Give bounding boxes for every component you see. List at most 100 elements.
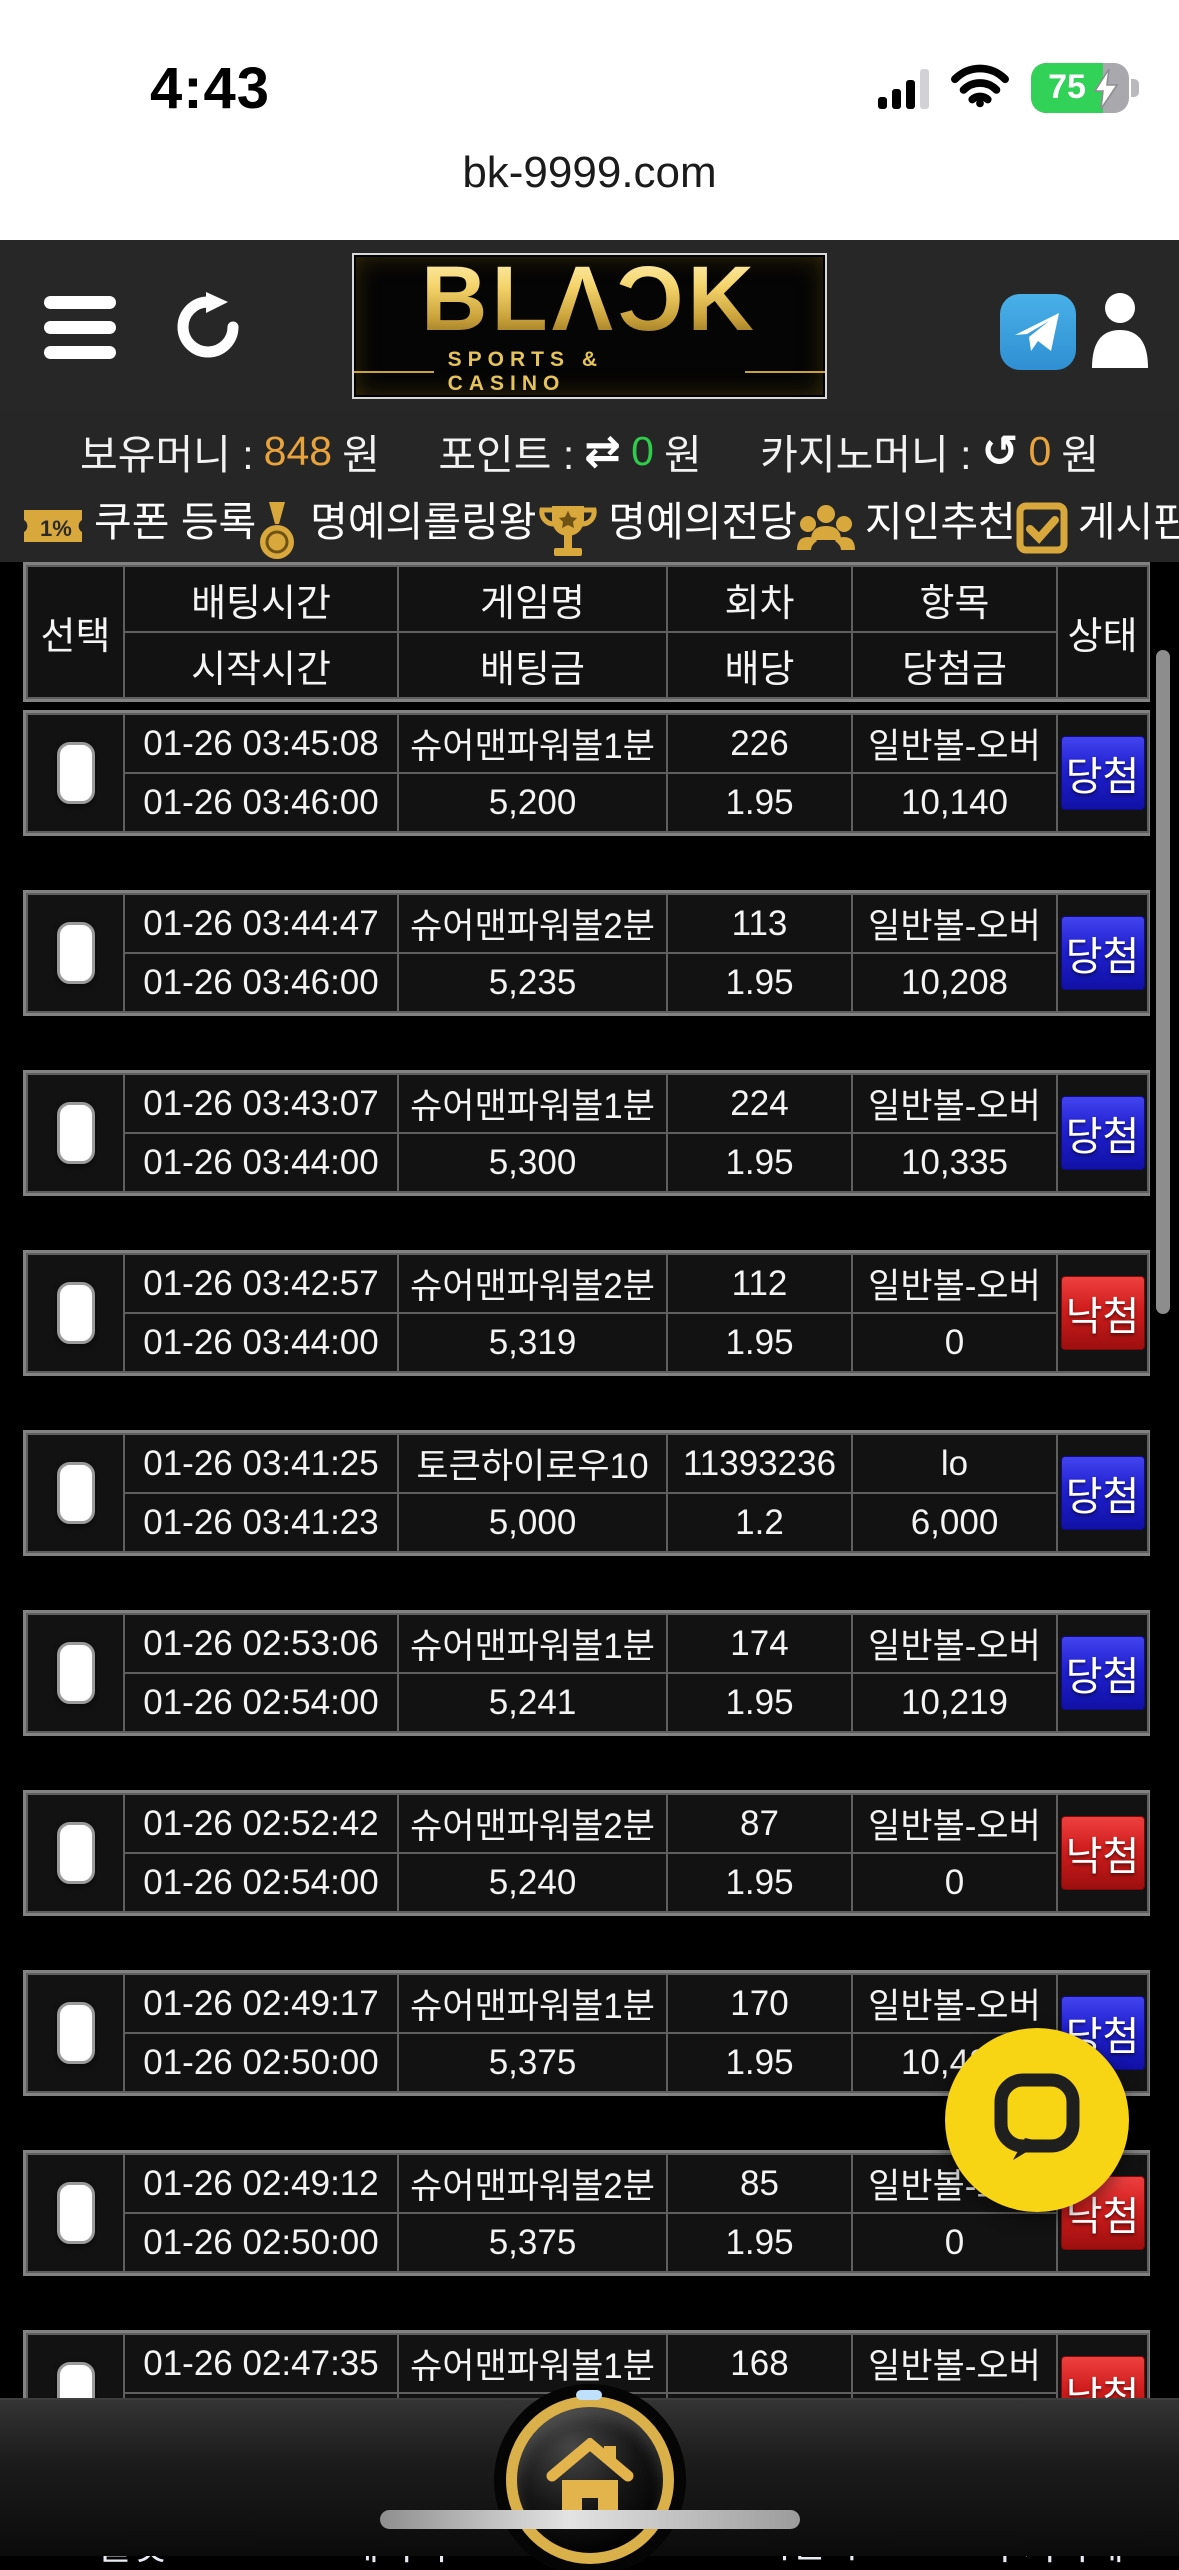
telegram-plane-icon bbox=[1015, 313, 1059, 351]
swap-icon[interactable]: ⇄ bbox=[584, 426, 622, 476]
bet-rows: 01-26 03:45:08 슈어맨파워볼1분 226 일반볼-오버 당첨 01… bbox=[0, 710, 1179, 2456]
row-checkbox[interactable] bbox=[56, 742, 95, 804]
win-amount-cell: 0 bbox=[851, 1852, 1058, 1913]
win-amount-cell: 10,219 bbox=[851, 1672, 1058, 1733]
odds-cell: 1.95 bbox=[666, 1672, 853, 1733]
bet-time-cell: 01-26 02:53:06 bbox=[123, 1613, 399, 1674]
odds-cell: 1.2 bbox=[666, 1492, 853, 1553]
row-checkbox[interactable] bbox=[56, 2002, 95, 2064]
pick-cell: 일반볼-오버 bbox=[851, 1973, 1058, 2034]
bet-history-list: 선택 배팅시간 게임명 회차 항목 상태 시작시간 배팅금 배당 당첨금 bbox=[0, 562, 1179, 2556]
logo-text: BLΛƆK bbox=[421, 248, 758, 351]
start-time-cell: 01-26 03:44:00 bbox=[123, 1132, 399, 1193]
chat-support-fab[interactable] bbox=[945, 2028, 1129, 2212]
bet-row-group: 01-26 03:44:47 슈어맨파워볼2분 113 일반볼-오버 당첨 01… bbox=[23, 890, 1150, 1016]
win-amount-cell: 10,335 bbox=[851, 1132, 1058, 1193]
bet-amount-cell: 5,000 bbox=[397, 1492, 668, 1553]
game-cell: 토큰하이로우10 bbox=[397, 1433, 668, 1494]
refresh-icon bbox=[177, 292, 239, 358]
game-cell: 슈어맨파워볼2분 bbox=[397, 2153, 668, 2214]
site-logo[interactable]: BLΛƆK SPORTS & CASINO bbox=[352, 253, 827, 399]
pick-cell: 일반볼-오버 bbox=[851, 713, 1058, 774]
menu-board[interactable]: 게시판 bbox=[1016, 499, 1179, 554]
status-badge: 당첨 bbox=[1060, 1096, 1145, 1170]
game-cell: 슈어맨파워볼1분 bbox=[397, 1073, 668, 1134]
pick-cell: 일반볼-오버 bbox=[851, 1253, 1058, 1314]
bet-time-cell: 01-26 02:49:17 bbox=[123, 1973, 399, 2034]
game-cell: 슈어맨파워볼1분 bbox=[397, 713, 668, 774]
rolling-king-medal-icon bbox=[260, 502, 295, 559]
bet-row-group: 01-26 02:52:42 슈어맨파워볼2분 87 일반볼-오버 낙첨 01-… bbox=[23, 1790, 1150, 1916]
bet-amount-cell: 5,241 bbox=[397, 1672, 668, 1733]
pick-cell: 일반볼-오버 bbox=[851, 1073, 1058, 1134]
bet-amount-cell: 5,300 bbox=[397, 1132, 668, 1193]
held-money-value: 848 bbox=[263, 427, 333, 474]
round-cell: 174 bbox=[666, 1613, 853, 1674]
select-cell bbox=[26, 1253, 125, 1373]
pick-cell: 일반볼-오버 bbox=[851, 1613, 1058, 1674]
menu-rolling-king[interactable]: 명예의롤링왕 bbox=[256, 499, 538, 580]
held-money-label: 보유머니 : bbox=[80, 432, 254, 478]
start-time-cell: 01-26 02:54:00 bbox=[123, 1852, 399, 1913]
address-bar[interactable]: bk-9999.com bbox=[462, 148, 717, 197]
status-time: 4:43 bbox=[149, 56, 271, 121]
logo-subtitle: SPORTS & CASINO bbox=[447, 347, 604, 395]
profile-button[interactable] bbox=[1088, 290, 1152, 370]
restore-icon[interactable]: ↺ bbox=[981, 426, 1019, 476]
wallet-casino-money: 카지노머니 : ↺ 0 원 bbox=[760, 421, 1099, 481]
start-time-cell: 01-26 03:44:00 bbox=[123, 1312, 399, 1373]
nav-home-button[interactable] bbox=[506, 2396, 674, 2564]
chat-bubble-icon bbox=[994, 2073, 1080, 2160]
row-checkbox[interactable] bbox=[56, 1822, 95, 1884]
header-game: 게임명 bbox=[397, 565, 668, 633]
status-cell: 당첨 bbox=[1056, 1073, 1149, 1193]
row-checkbox[interactable] bbox=[56, 1642, 95, 1704]
odds-cell: 1.95 bbox=[666, 952, 853, 1013]
refresh-button[interactable] bbox=[172, 290, 244, 362]
status-cell: 당첨 bbox=[1056, 893, 1149, 1013]
header-round: 회차 bbox=[666, 565, 853, 633]
bet-row-group: 01-26 03:42:57 슈어맨파워볼2분 112 일반볼-오버 낙첨 01… bbox=[23, 1250, 1150, 1376]
bet-row-group: 01-26 02:49:12 슈어맨파워볼2분 85 일반볼-오버 낙첨 01-… bbox=[23, 2150, 1150, 2276]
start-time-cell: 01-26 03:41:23 bbox=[123, 1492, 399, 1553]
menu-hamburger-button[interactable] bbox=[44, 296, 116, 360]
start-time-cell: 01-26 02:50:00 bbox=[123, 2212, 399, 2273]
user-icon bbox=[1092, 293, 1148, 368]
row-checkbox[interactable] bbox=[56, 1282, 95, 1344]
bet-amount-cell: 5,375 bbox=[397, 2212, 668, 2273]
coupon-ticket-icon: 1% bbox=[24, 510, 82, 542]
row-checkbox[interactable] bbox=[56, 1102, 95, 1164]
wifi-icon bbox=[951, 62, 1009, 113]
cellular-signal-icon bbox=[878, 67, 929, 109]
status-badge: 당첨 bbox=[1060, 916, 1145, 990]
row-checkbox[interactable] bbox=[56, 1462, 95, 1524]
header-status: 상태 bbox=[1056, 565, 1149, 699]
row-checkbox[interactable] bbox=[56, 2182, 95, 2244]
header-win-amount: 당첨금 bbox=[851, 631, 1058, 699]
game-cell: 슈어맨파워볼1분 bbox=[397, 2333, 668, 2394]
menu-hall-of-fame[interactable]: 명예의전당 bbox=[538, 499, 797, 564]
telegram-button[interactable] bbox=[1000, 294, 1076, 370]
row-checkbox[interactable] bbox=[56, 922, 95, 984]
win-amount-cell: 6,000 bbox=[851, 1492, 1058, 1553]
game-cell: 슈어맨파워볼2분 bbox=[397, 893, 668, 954]
game-cell: 슈어맨파워볼1분 bbox=[397, 1973, 668, 2034]
menu-referral[interactable]: 지인추천 bbox=[796, 499, 1016, 556]
round-cell: 113 bbox=[666, 893, 853, 954]
win-amount-cell: 10,140 bbox=[851, 772, 1058, 833]
battery-percent: 75 bbox=[1048, 67, 1086, 106]
ios-status-area: 4:43 75 bk-9999.com bbox=[0, 0, 1179, 240]
board-check-icon bbox=[1016, 502, 1068, 554]
round-cell: 112 bbox=[666, 1253, 853, 1314]
scrollbar-thumb[interactable] bbox=[1156, 650, 1170, 1314]
bet-time-cell: 01-26 03:42:57 bbox=[123, 1253, 399, 1314]
bet-row-group: 01-26 02:53:06 슈어맨파워볼1분 174 일반볼-오버 당첨 01… bbox=[23, 1610, 1150, 1736]
header-pick: 항목 bbox=[851, 565, 1058, 633]
pick-cell: 일반볼-오버 bbox=[851, 893, 1058, 954]
game-cell: 슈어맨파워볼2분 bbox=[397, 1253, 668, 1314]
odds-cell: 1.95 bbox=[666, 1312, 853, 1373]
bet-time-cell: 01-26 02:52:42 bbox=[123, 1793, 399, 1854]
select-cell bbox=[26, 1073, 125, 1193]
status-badge: 낙첨 bbox=[1060, 1276, 1145, 1350]
menu-coupon-register[interactable]: 1% 쿠폰 등록 bbox=[22, 499, 256, 550]
